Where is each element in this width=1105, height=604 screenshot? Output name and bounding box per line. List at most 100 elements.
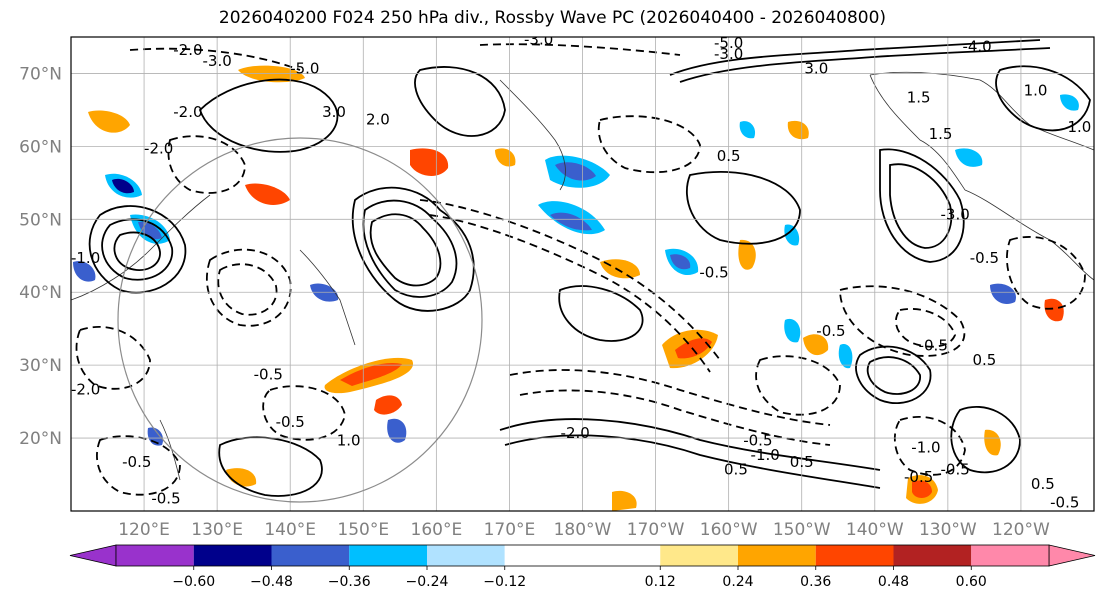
contour-label: 3.0 (804, 59, 828, 77)
shaded-positive-region (675, 338, 712, 359)
solid-contour (879, 148, 965, 263)
contour-label: 1.0 (1067, 118, 1091, 136)
longitude-labels: 120°E 130°E 140°E 150°E 160°E 170°E 180°W 170°W… (118, 520, 1050, 540)
shaded-negative-region (784, 224, 800, 246)
contour-label: 0.5 (790, 453, 814, 471)
dashed-contour (509, 369, 831, 426)
longitude-label: 120°W (992, 520, 1050, 540)
contour-label: 1.5 (929, 125, 953, 143)
shaded-negative-region (670, 254, 691, 270)
longitude-label: 140°E (264, 520, 316, 540)
map-panel: -2.0-3.0 -5.0-3.0 -5.0-3.0 -4.03.0-2.0 3.0 2.… (70, 30, 1095, 512)
longitude-label: 180°W (554, 520, 612, 540)
longitude-label: 160°E (411, 520, 463, 540)
shaded-negative-region (990, 283, 1016, 305)
latitude-label: 30°N (19, 356, 62, 376)
dashed-contour (129, 47, 301, 71)
shaded-positive-region (410, 148, 449, 176)
contour-labels: -2.0-3.0 -5.0-3.0 -5.0-3.0 -4.03.0-2.0 3.0 2.… (71, 30, 1091, 511)
dashed-contour (597, 115, 701, 174)
dashed-contour (755, 355, 841, 416)
solid-contour (499, 418, 881, 471)
dashed-contour (217, 263, 278, 316)
colorbar-frame (115, 544, 1050, 567)
solid-contour (113, 231, 161, 271)
shaded-negative-region (387, 418, 407, 443)
latitude-label: 60°N (19, 137, 62, 157)
solid-contour (866, 356, 921, 395)
shaded-positive-region (88, 110, 130, 133)
coastline-east-asia (71, 194, 211, 301)
coastline-japan (299, 249, 356, 346)
contour-label: -0.5 (276, 413, 305, 431)
dashed-contour (75, 325, 151, 390)
shaded-positive-region (984, 429, 1001, 456)
shaded-negative-region (784, 318, 801, 343)
colorbar-under-extension (69, 544, 117, 567)
latitude-labels: 20°N 30°N 40°N 50°N 60°N 70°N (19, 64, 62, 449)
longitude-label: 140°W (846, 520, 904, 540)
shaded-positive-region (374, 395, 402, 415)
solid-contour (669, 39, 1041, 76)
colorbar-tick-label: −0.24 (406, 574, 449, 590)
contour-label: -0.5 (904, 468, 933, 486)
reference-circle (117, 137, 483, 503)
dashed-contour (419, 199, 721, 361)
solid-contour (679, 47, 1051, 83)
solid-contour (950, 405, 1021, 474)
longitude-label: 170°E (484, 520, 536, 540)
shaded-positive-region (738, 239, 756, 270)
dashed-contour (262, 385, 346, 441)
shaded-positive-region (612, 490, 637, 511)
shaded-divergence-field (73, 65, 1079, 511)
longitude-label: 170°W (627, 520, 685, 540)
solid-contour (362, 199, 458, 298)
contour-label: -2.0 (561, 424, 590, 442)
contour-label: 0.5 (717, 147, 741, 165)
coastline-alaska (869, 71, 1094, 191)
shaded-positive-region (912, 480, 932, 498)
latitude-label: 50°N (19, 210, 62, 230)
contour-label: -3.0 (714, 45, 743, 63)
longitude-label: 130°W (919, 520, 977, 540)
shaded-positive-region (245, 183, 290, 205)
colorbar-tick-label: 0.12 (645, 574, 676, 590)
colorbar-segment (971, 545, 1049, 566)
shaded-positive-region (340, 362, 402, 386)
shaded-positive-region (803, 334, 829, 356)
shaded-positive-region (600, 259, 640, 279)
colorbar-segment (815, 545, 894, 566)
colorbar-segment (271, 545, 350, 566)
contour-label: 1.5 (907, 89, 931, 107)
colorbar-segment (893, 545, 972, 566)
contour-label: -0.5 (122, 453, 151, 471)
contour-lines (75, 39, 1091, 497)
dashed-contour (96, 435, 181, 496)
colorbar-segment (504, 545, 661, 566)
contour-label: -0.5 (941, 461, 970, 479)
solid-contour (889, 163, 953, 249)
contour-label: 1.0 (1024, 81, 1048, 99)
colorbar-segment (660, 545, 738, 566)
colorbar-segment (427, 545, 505, 566)
shaded-negative-region (550, 212, 592, 231)
contour-label: -0.5 (699, 264, 728, 282)
contour-label: -5.0 (714, 34, 743, 52)
colorbar-tick-label: 0.36 (800, 574, 831, 590)
colorbar: −0.60 −0.48 −0.36 −0.24 −0.12 0.12 0.24 0.36 0.4… (69, 544, 1096, 590)
colorbar-tick-label: −0.12 (483, 574, 526, 590)
contour-label: -1.0 (751, 446, 780, 464)
contour-label: -3.0 (524, 30, 553, 48)
dashed-contour (1006, 236, 1086, 310)
solid-contour (685, 171, 801, 245)
contour-label: -0.5 (1050, 493, 1079, 511)
contour-label: -3.0 (941, 205, 970, 223)
contour-label: -2.0 (173, 41, 202, 59)
contour-label: -0.5 (919, 337, 948, 355)
dashed-contour (893, 415, 966, 476)
longitude-label: 150°E (337, 520, 389, 540)
dashed-contour (519, 389, 831, 446)
contour-label: -1.0 (911, 439, 940, 457)
contour-label: -4.0 (962, 38, 991, 56)
